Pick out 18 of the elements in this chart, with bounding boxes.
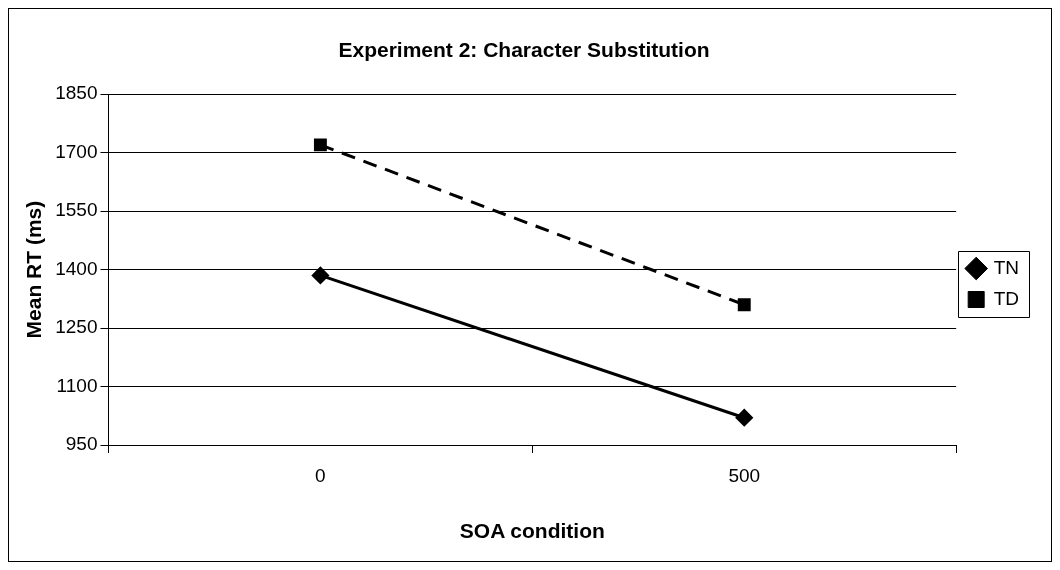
legend-label: TN	[993, 256, 1019, 278]
chart-title: Experiment 2: Character Substitution	[338, 38, 710, 62]
x-tick-label: 0	[315, 464, 326, 486]
point	[737, 298, 751, 312]
y-axis-title: Mean RT (ms)	[22, 200, 46, 339]
x-tick-label: 500	[728, 464, 761, 486]
y-tick-label: 950	[65, 433, 98, 455]
point	[735, 409, 753, 427]
y-tick-label: 1550	[55, 199, 98, 221]
point	[313, 138, 327, 152]
legend-label: TD	[993, 287, 1019, 309]
y-tick-label: 1250	[55, 316, 98, 338]
y-tick-label: 1850	[55, 82, 98, 104]
x-axis-title: SOA condition	[459, 519, 605, 543]
point	[311, 266, 329, 284]
y-tick-label: 1400	[55, 257, 98, 279]
y-tick-label: 1700	[55, 140, 98, 162]
y-tick-label: 1100	[56, 374, 98, 396]
